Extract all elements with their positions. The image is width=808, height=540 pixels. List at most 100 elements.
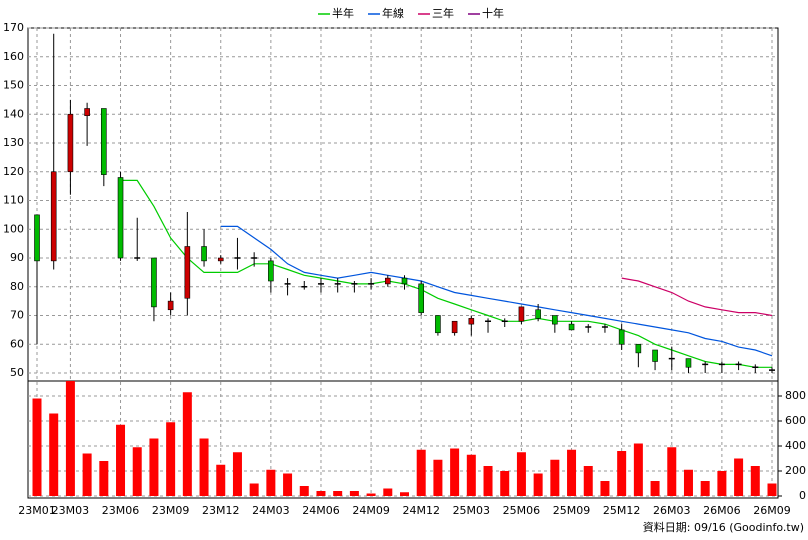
- candle-body: [401, 277, 408, 285]
- y-tick-label: 70: [10, 309, 24, 322]
- volume-bar: [550, 459, 560, 496]
- x-tick-label: 25M06: [503, 504, 541, 517]
- x-tick-label: 23M06: [102, 504, 140, 517]
- volume-bar: [667, 447, 677, 496]
- volume-bar: [166, 422, 176, 496]
- volume-bar: [49, 413, 59, 496]
- y-tick-label: 130: [3, 136, 24, 149]
- volume-bar: [116, 424, 126, 496]
- volume-bar: [283, 473, 293, 496]
- x-tick-label: 24M09: [352, 504, 390, 517]
- legend-label: 三年: [432, 6, 454, 20]
- y-tick-label: 50: [10, 366, 24, 379]
- y2-tick-label: 0: [799, 489, 806, 502]
- volume-bar: [516, 452, 526, 496]
- volume-bar: [717, 471, 727, 496]
- y-tick-label: 150: [3, 79, 24, 92]
- candle-body: [435, 315, 441, 334]
- candle-body: [67, 113, 74, 173]
- volume-bar: [533, 473, 543, 496]
- y-tick-label: 90: [10, 251, 24, 264]
- candle-body: [117, 177, 124, 259]
- y2-tick-label: 400: [785, 439, 806, 452]
- candle-body: [84, 108, 90, 116]
- volume-bar: [600, 481, 610, 496]
- volume-bar: [450, 448, 460, 496]
- volume-bar: [500, 471, 510, 496]
- candle-body: [685, 358, 692, 368]
- y2-tick-label: 200: [785, 464, 806, 477]
- candle-body: [101, 108, 107, 175]
- x-tick-label: 25M03: [453, 504, 491, 517]
- volume-bar: [299, 486, 309, 496]
- volume-bar: [750, 466, 760, 496]
- legend-label: 十年: [482, 6, 504, 20]
- candle-body: [50, 171, 57, 262]
- volume-bar: [683, 469, 693, 496]
- candle-body: [618, 329, 625, 345]
- legend-label: 半年: [332, 6, 354, 20]
- x-tick-label: 23M12: [202, 504, 240, 517]
- y-tick-label: 120: [3, 165, 24, 178]
- x-tick-label: 24M03: [252, 504, 290, 517]
- x-tick-label: 23M03: [52, 504, 90, 517]
- volume-bar: [366, 493, 376, 496]
- candle-body: [552, 315, 558, 325]
- x-tick-label: 26M09: [753, 504, 791, 517]
- candle-body: [201, 246, 207, 262]
- volume-bar: [567, 449, 577, 496]
- x-tick-label: 26M03: [653, 504, 691, 517]
- volume-bar: [416, 449, 426, 496]
- volume-bar: [232, 452, 242, 496]
- candle-body: [468, 318, 475, 325]
- volume-bar: [583, 466, 593, 496]
- volume-bar: [734, 458, 744, 496]
- volume-bar: [65, 381, 75, 496]
- volume-bar: [316, 491, 326, 496]
- y-tick-label: 170: [3, 21, 24, 34]
- ma-line: [621, 277, 773, 317]
- y-tick-label: 110: [3, 194, 24, 207]
- volume-bar: [633, 443, 643, 496]
- candle-body: [418, 283, 425, 313]
- y-tick-label: 160: [3, 50, 24, 63]
- candle-body: [518, 306, 525, 322]
- y-tick-label: 60: [10, 337, 24, 350]
- candle-body: [184, 246, 191, 299]
- volume-bar: [617, 451, 627, 496]
- volume-bar: [650, 481, 660, 496]
- volume-bar: [182, 392, 192, 496]
- volume-bar: [466, 454, 476, 496]
- volume-bar: [400, 492, 409, 496]
- volume-bar: [333, 491, 343, 496]
- volume-bar: [266, 469, 276, 496]
- candle-body: [451, 320, 458, 334]
- candle-body: [151, 257, 157, 308]
- volume-bar: [99, 461, 109, 496]
- footer: 資料日期: 09/16 (Goodinfo.tw): [643, 520, 804, 534]
- volume-bar: [149, 438, 159, 496]
- y2-tick-label: 800: [785, 389, 806, 402]
- x-tick-label: 25M09: [553, 504, 591, 517]
- y-tick-label: 80: [10, 280, 24, 293]
- volume-bar: [349, 491, 359, 496]
- volume-bar: [700, 481, 710, 496]
- volume-bar: [483, 466, 493, 496]
- candle-body: [268, 260, 274, 282]
- plot-frame: [27, 27, 779, 499]
- volume-bar: [132, 447, 142, 496]
- y-tick-label: 100: [3, 222, 24, 235]
- ma-line: [120, 179, 772, 368]
- legend-label: 年線: [382, 6, 404, 20]
- candle-body: [384, 277, 391, 285]
- ma-line: [220, 225, 773, 357]
- x-tick-label: 26M06: [703, 504, 741, 517]
- y-tick-label: 140: [3, 107, 24, 120]
- volume-bar: [199, 438, 209, 496]
- candle-body: [568, 323, 575, 331]
- volume-bar: [383, 488, 393, 496]
- candle-body: [635, 343, 642, 354]
- volume-bar: [249, 483, 259, 496]
- volume-bar: [216, 464, 226, 496]
